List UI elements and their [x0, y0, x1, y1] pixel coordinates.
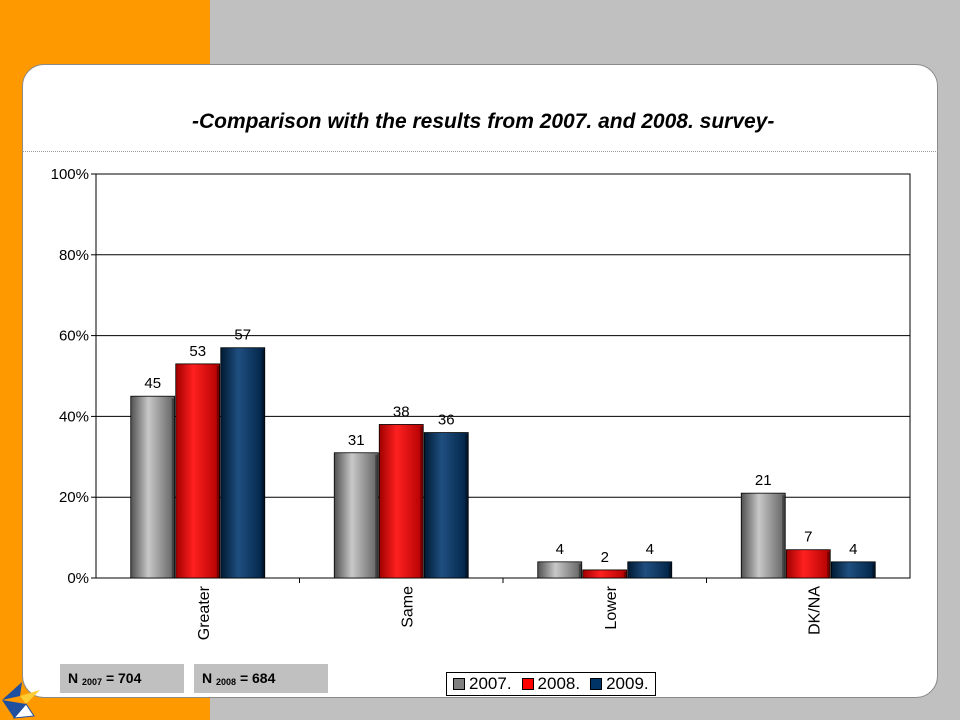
bar-2007-greater — [130, 395, 176, 579]
legend-item-2007: 2007. — [453, 674, 512, 694]
bar-shadow — [171, 398, 175, 578]
bar-shadow — [261, 349, 265, 578]
legend-item-2008: 2008. — [521, 674, 581, 694]
sample-size-2008: N 2008 = 684 — [194, 664, 328, 693]
bar-2009-greater — [220, 347, 266, 579]
data-label: 4 — [556, 541, 564, 558]
bar-2008-same — [378, 424, 424, 579]
bar-shadow — [420, 426, 424, 578]
bar-2009-same — [423, 432, 469, 579]
bar-2008-lower — [582, 569, 628, 579]
data-label: 57 — [234, 327, 251, 344]
data-label: 7 — [804, 529, 812, 546]
y-tick-label: 80% — [59, 247, 89, 264]
bar-2007-same — [333, 452, 379, 579]
y-tick-label: 40% — [59, 408, 89, 425]
company-logo-icon — [2, 682, 40, 719]
sample-size-label: N — [202, 670, 213, 686]
y-tick-label: 0% — [67, 570, 89, 587]
bar-shadow — [872, 563, 876, 578]
bar-shadow — [668, 563, 672, 578]
bar-shadow — [375, 454, 379, 578]
data-label: 2 — [601, 549, 609, 566]
bar-2009-dkna — [830, 561, 876, 579]
legend-swatch — [590, 678, 603, 690]
sample-size-label: N — [68, 670, 79, 686]
legend-swatch — [521, 678, 534, 690]
data-label: 31 — [348, 432, 365, 449]
x-category-label: Same — [399, 586, 416, 628]
sample-size-value: = 684 — [239, 670, 276, 686]
legend-label: 2007. — [469, 674, 512, 693]
slide-panel — [22, 64, 938, 698]
tick-labels: 0% 20% 40% 60% 80% 100% Greater Same Lower DK/NA — [51, 166, 824, 640]
bar-shadow — [465, 434, 469, 578]
title-divider — [22, 151, 938, 152]
page-title: -Comparison with the results from 2007. … — [192, 110, 775, 133]
data-label: 4 — [849, 541, 857, 558]
legend-label: 2008. — [537, 674, 581, 693]
sample-size-value: = 704 — [105, 670, 142, 686]
bar-2009-lower — [627, 561, 673, 579]
data-label: 21 — [755, 472, 772, 489]
legend-label: 2009. — [606, 674, 649, 693]
sample-size-year: 2008 — [216, 677, 237, 687]
bar-shadow — [623, 571, 627, 578]
legend-swatch — [453, 678, 465, 690]
y-tick-label: 20% — [59, 489, 89, 506]
bar-2008-dkna — [785, 549, 831, 579]
chart-axes — [91, 173, 911, 583]
bar-2008-greater — [175, 363, 221, 579]
bar-shadow — [578, 563, 582, 578]
data-label: 36 — [438, 412, 455, 429]
legend-item-2009: 2009. — [590, 674, 649, 694]
x-category-label: Lower — [603, 585, 620, 629]
x-category-label: Greater — [196, 585, 213, 640]
chart-bars — [130, 347, 876, 579]
data-label: 45 — [144, 375, 161, 392]
bar-shadow — [216, 365, 220, 578]
bar-shadow — [782, 495, 786, 578]
sample-size-2007: N 2007 = 704 — [60, 664, 184, 693]
bar-shadow — [827, 551, 831, 578]
y-tick-label: 100% — [51, 166, 89, 183]
bar-2007-lower — [537, 561, 583, 579]
bar-2007-dkna — [740, 492, 786, 579]
data-label: 53 — [189, 343, 206, 360]
data-labels: 45 53 57 31 38 36 4 2 4 21 7 4 — [144, 327, 857, 566]
data-label: 38 — [393, 403, 410, 420]
sample-size-year: 2007 — [82, 677, 103, 687]
data-label: 4 — [646, 541, 654, 558]
x-category-label: DK/NA — [806, 586, 823, 635]
y-tick-label: 60% — [59, 328, 89, 345]
chart-legend: 2007. 2008. 2009. — [446, 672, 656, 696]
